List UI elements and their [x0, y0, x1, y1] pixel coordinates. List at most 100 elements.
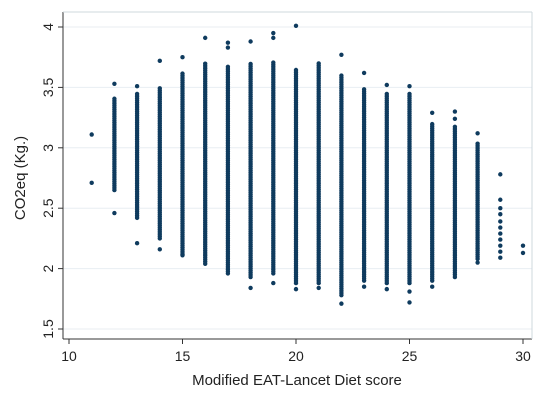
data-point: [361, 284, 367, 289]
data-point: [520, 250, 526, 256]
data-point: [225, 40, 231, 45]
x-tick-label: 30: [515, 348, 531, 364]
data-point: [498, 172, 503, 177]
point-column-x-12: [112, 81, 117, 216]
point-column-x-18: [248, 39, 253, 291]
data-point: [430, 284, 435, 289]
data-point: [498, 197, 503, 202]
point-column-x-13: [134, 83, 140, 246]
data-point: [225, 45, 231, 50]
data-point: [293, 286, 299, 292]
data-point: [157, 58, 162, 64]
y-tick-label: 3: [40, 144, 56, 152]
data-point: [407, 83, 412, 89]
data-point: [475, 141, 480, 146]
data-point: [475, 260, 480, 265]
y-tick-label: 1.5: [40, 319, 56, 339]
axes: [62, 11, 533, 340]
data-point: [361, 70, 367, 76]
data-point: [248, 285, 253, 291]
data-point: [271, 35, 276, 41]
data-point: [498, 255, 503, 260]
data-point: [498, 225, 503, 230]
data-point: [498, 249, 503, 254]
data-point: [384, 82, 389, 88]
point-column-x-28: [475, 131, 480, 265]
data-point: [520, 243, 526, 248]
point-column-x-23: [361, 70, 367, 289]
data-point: [407, 289, 412, 294]
data-point: [271, 60, 276, 65]
data-point: [180, 55, 185, 60]
point-column-x-24: [384, 82, 389, 292]
data-point: [225, 64, 231, 70]
data-point: [407, 300, 412, 305]
data-points: [89, 23, 526, 306]
data-point: [407, 91, 412, 97]
point-column-x-17: [225, 40, 231, 276]
data-point: [498, 243, 503, 248]
data-point: [384, 91, 389, 97]
data-point: [452, 124, 458, 129]
data-point: [384, 286, 389, 292]
point-column-x-27: [452, 109, 458, 280]
data-point: [452, 109, 458, 114]
point-column-x-30: [520, 243, 526, 256]
data-point: [293, 67, 299, 73]
data-point: [180, 71, 185, 76]
y-ticks: 1.5 2 2.5 3 3.5 4: [40, 23, 63, 339]
point-column-x-11: [89, 132, 94, 186]
data-point: [452, 274, 458, 280]
data-point: [134, 91, 140, 97]
data-point: [157, 86, 162, 91]
data-point: [89, 132, 94, 137]
data-point: [339, 52, 344, 57]
y-tick-label: 4: [40, 23, 56, 31]
x-ticks: 10 15 20 25 30: [61, 339, 531, 364]
data-point: [271, 280, 276, 286]
data-point: [180, 253, 185, 258]
point-column-x-19: [271, 30, 276, 286]
x-tick-label: 10: [61, 348, 77, 364]
data-point: [89, 180, 94, 186]
data-point: [430, 110, 435, 115]
y-axis-title: CO2eq (Kg.): [12, 136, 29, 220]
point-column-x-16: [203, 35, 208, 266]
data-point: [271, 30, 276, 36]
data-point: [134, 83, 140, 89]
y-tick-label: 3.5: [40, 77, 56, 97]
data-point: [112, 81, 117, 86]
x-tick-label: 25: [402, 348, 418, 364]
data-point: [339, 301, 344, 306]
data-point: [203, 61, 208, 66]
data-point: [498, 237, 503, 242]
data-point: [316, 285, 321, 291]
data-point: [112, 96, 117, 101]
data-point: [203, 35, 208, 41]
data-point: [134, 241, 140, 246]
point-column-x-22: [339, 52, 344, 306]
data-point: [498, 212, 503, 217]
data-point: [498, 219, 503, 224]
point-column-x-26: [430, 110, 435, 289]
data-point: [157, 247, 162, 252]
y-tick-label: 2: [40, 264, 56, 272]
data-point: [475, 131, 480, 136]
data-point: [498, 231, 503, 236]
data-point: [339, 73, 344, 78]
y-tick-label: 2.5: [40, 198, 56, 218]
point-column-x-20: [293, 23, 299, 292]
point-column-x-21: [316, 61, 321, 291]
x-tick-label: 15: [175, 348, 191, 364]
data-point: [248, 61, 253, 67]
data-point: [316, 61, 321, 66]
point-column-x-29: [498, 172, 503, 260]
data-point: [361, 87, 367, 92]
point-column-x-25: [407, 83, 412, 305]
data-point: [293, 23, 299, 28]
data-point: [452, 116, 458, 122]
data-point: [430, 121, 435, 127]
point-column-x-15: [180, 55, 185, 258]
point-column-x-14: [157, 58, 162, 252]
